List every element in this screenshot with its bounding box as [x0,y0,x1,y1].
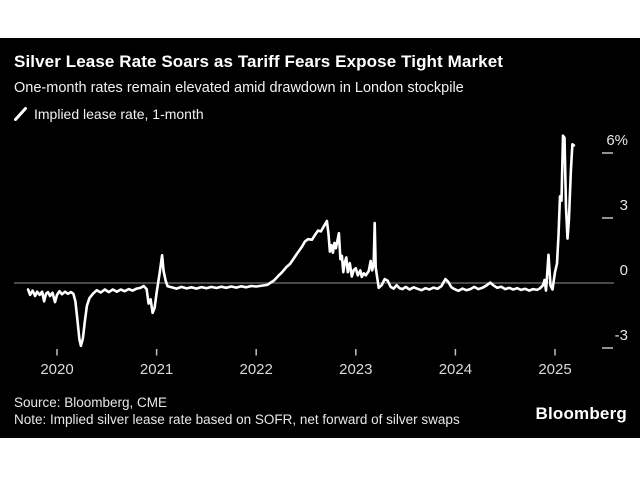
chart-subtitle: One-month rates remain elevated amid dra… [14,80,464,96]
legend: Implied lease rate, 1-month [14,106,204,122]
legend-label: Implied lease rate, 1-month [34,106,204,122]
x-axis-label: 2025 [538,361,571,378]
bloomberg-logo: Bloomberg [535,404,627,423]
x-axis-label: 2021 [140,361,173,378]
chart-title: Silver Lease Rate Soars as Tariff Fears … [14,52,504,71]
line-series-icon [14,107,27,121]
y-axis-label: 6% [606,132,628,149]
source-text: Source: Bloomberg, CME [14,395,168,410]
y-axis-label: 3 [620,197,628,214]
x-axis-label: 2022 [240,361,273,378]
line-chart-svg: 6% 3 0 -3 2020 2021 2022 2023 2024 2025 [14,132,628,378]
y-axis-label: -3 [615,327,628,344]
series-line [26,134,576,348]
x-axis-label: 2024 [439,361,472,378]
note-text: Note: Implied silver lease rate based on… [14,412,460,427]
x-axis-label: 2023 [339,361,372,378]
y-axis-label: 0 [620,262,628,279]
x-axis-label: 2020 [40,361,73,378]
chart-panel: 6% 3 0 -3 2020 2021 2022 2023 2024 2025 [0,38,640,438]
